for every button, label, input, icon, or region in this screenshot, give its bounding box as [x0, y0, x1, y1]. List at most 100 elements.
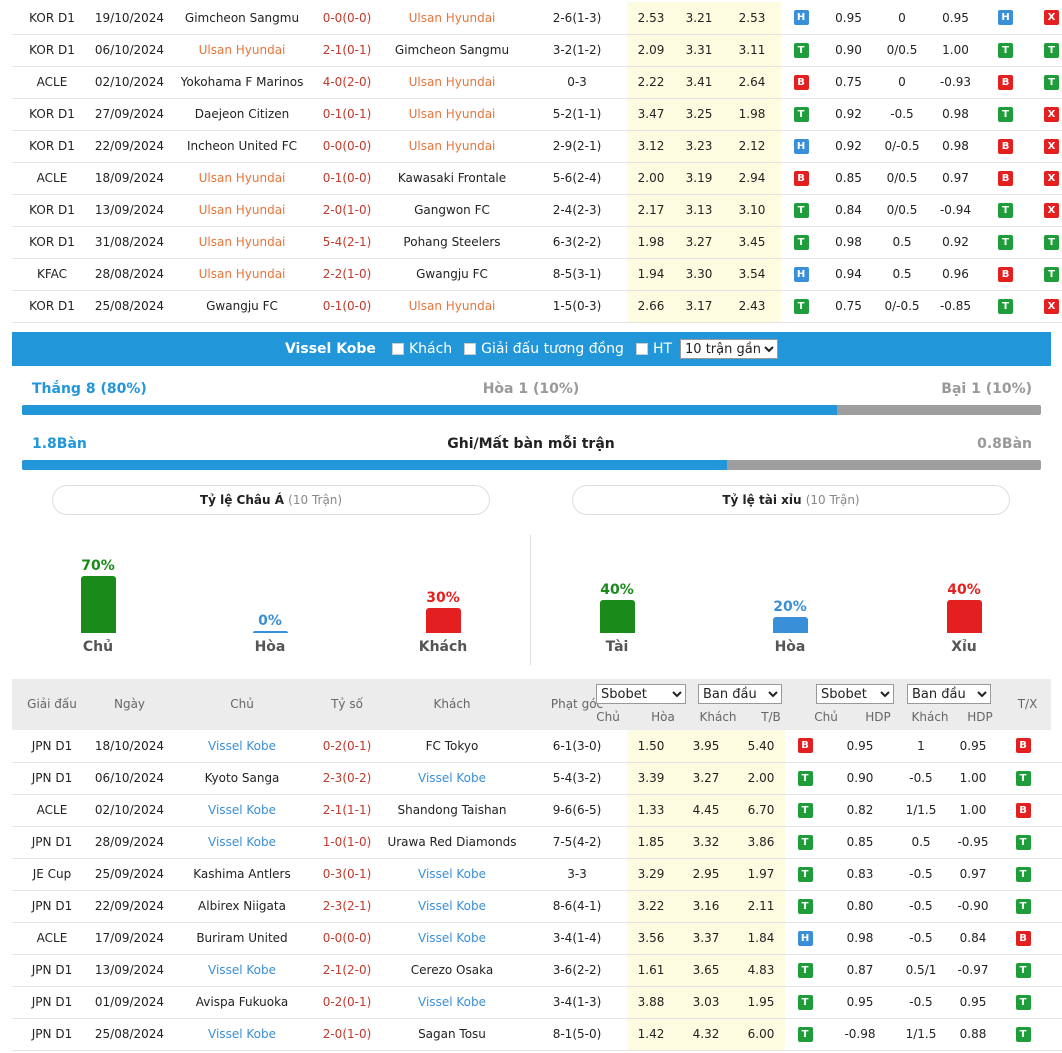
- hdp-home: 0.75: [821, 290, 876, 323]
- odds-away: 4.83: [737, 954, 785, 987]
- home-team[interactable]: Ulsan Hyundai: [167, 258, 317, 291]
- away-team[interactable]: Ulsan Hyundai: [377, 98, 527, 131]
- away-team[interactable]: Gangwon FC: [377, 194, 527, 227]
- ht-checkbox[interactable]: [635, 343, 648, 355]
- home-team[interactable]: Ulsan Hyundai: [167, 34, 317, 67]
- hdp-home: 0.83: [825, 858, 895, 891]
- home-team[interactable]: Ulsan Hyundai: [167, 194, 317, 227]
- away-team[interactable]: Vissel Kobe: [377, 762, 527, 795]
- home-team[interactable]: Incheon United FC: [167, 130, 317, 163]
- away-checkbox[interactable]: [391, 343, 404, 355]
- home-team[interactable]: Vissel Kobe: [167, 954, 317, 987]
- match-count-select[interactable]: 10 trận gần: [680, 339, 779, 359]
- hdp-home: 0.85: [821, 162, 876, 195]
- ou-badge-cell: X: [1047, 1018, 1062, 1051]
- match-date: 31/08/2024: [92, 226, 167, 259]
- away-team[interactable]: Vissel Kobe: [377, 858, 527, 891]
- match-date: 01/09/2024: [92, 986, 167, 1019]
- hdp-away: 0.84: [947, 922, 999, 955]
- hdp-home: 0.98: [821, 226, 876, 259]
- home-team[interactable]: Ulsan Hyundai: [167, 226, 317, 259]
- away-team[interactable]: Gwangju FC: [377, 258, 527, 291]
- away-team[interactable]: Gimcheon Sangmu: [377, 34, 527, 67]
- hdp-badge: B: [1015, 802, 1031, 818]
- home-team[interactable]: Gwangju FC: [167, 290, 317, 323]
- away-team[interactable]: Ulsan Hyundai: [377, 130, 527, 163]
- match-row: JPN D1 28/09/2024 Vissel Kobe 1-0(1-0) Urawa…: [12, 826, 1062, 859]
- home-team[interactable]: Vissel Kobe: [167, 794, 317, 827]
- hdp-home: 0.92: [821, 98, 876, 131]
- corner-score: 1-5(0-3): [527, 290, 627, 323]
- away-team[interactable]: FC Tokyo: [377, 730, 527, 763]
- win-summary: Thắng 8 (80%): [32, 381, 147, 397]
- away-team[interactable]: Vissel Kobe: [377, 890, 527, 923]
- away-team[interactable]: Vissel Kobe: [377, 986, 527, 1019]
- home-team[interactable]: Gimcheon Sangmu: [167, 2, 317, 35]
- match-score: 2-3(0-2): [317, 762, 377, 795]
- away-team[interactable]: Shandong Taishan: [377, 794, 527, 827]
- corner-score: 2-6(1-3): [527, 2, 627, 35]
- asian-label: Khách: [418, 638, 468, 655]
- corner-score: 2-4(2-3): [527, 194, 627, 227]
- ou-badge: X: [1044, 298, 1059, 314]
- home-team[interactable]: Albirex Niigata: [167, 890, 317, 923]
- result-badge: B: [793, 74, 809, 90]
- corner-score: 3-3: [527, 858, 627, 891]
- hdp-home: 0.95: [821, 2, 876, 35]
- asian-bar: [252, 631, 288, 633]
- home-team[interactable]: Vissel Kobe: [167, 1018, 317, 1051]
- odds-type-select-hdp[interactable]: Ban đầu: [907, 684, 991, 704]
- result-badge: T: [793, 106, 809, 122]
- bookmaker-select-1x2[interactable]: Sbobet: [596, 684, 686, 704]
- home-team[interactable]: Ulsan Hyundai: [167, 162, 317, 195]
- corner-score: 3-2(1-2): [527, 34, 627, 67]
- odds-away: 3.10: [723, 194, 781, 227]
- odds-away: 1.84: [737, 922, 785, 955]
- hdp-home: 0.95: [825, 730, 895, 763]
- ou-badge: T: [1044, 42, 1059, 58]
- match-score: 2-3(2-1): [317, 890, 377, 923]
- away-team[interactable]: Sagan Tosu: [377, 1018, 527, 1051]
- away-team[interactable]: Ulsan Hyundai: [377, 290, 527, 323]
- away-team[interactable]: Kawasaki Frontale: [377, 162, 527, 195]
- match-row: KOR D1 13/09/2024 Ulsan Hyundai 2-0(1-0) Gan…: [12, 194, 1062, 227]
- match-score: 0-2(0-1): [317, 986, 377, 1019]
- result-badge: T: [793, 42, 809, 58]
- same-league-checkbox[interactable]: [464, 343, 477, 355]
- odds-home: 3.39: [627, 762, 675, 795]
- away-team[interactable]: Ulsan Hyundai: [377, 2, 527, 35]
- asian-bar: [425, 608, 461, 633]
- home-team[interactable]: Daejeon Citizen: [167, 98, 317, 131]
- away-team[interactable]: Pohang Steelers: [377, 226, 527, 259]
- home-team[interactable]: Avispa Fukuoka: [167, 986, 317, 1019]
- match-league: KOR D1: [12, 226, 92, 259]
- home-team[interactable]: Kashima Antlers: [167, 858, 317, 891]
- hdp-badge-cell: B: [983, 162, 1028, 195]
- home-team[interactable]: Vissel Kobe: [167, 730, 317, 763]
- corner-score: 8-6(4-1): [527, 890, 627, 923]
- match-date: 25/09/2024: [92, 858, 167, 891]
- match-score: 2-1(2-0): [317, 954, 377, 987]
- home-team[interactable]: Buriram United: [167, 922, 317, 955]
- hdp-away: 0.96: [928, 258, 983, 291]
- col-hdp-result: HDP: [967, 710, 993, 724]
- odds-draw: 2.95: [675, 858, 737, 891]
- ou-badge-cell: T: [1028, 226, 1062, 259]
- match-score: 5-4(2-1): [317, 226, 377, 259]
- home-team[interactable]: Vissel Kobe: [167, 826, 317, 859]
- away-team[interactable]: Cerezo Osaka: [377, 954, 527, 987]
- odds-draw: 3.30: [675, 258, 723, 291]
- away-team[interactable]: Urawa Red Diamonds: [377, 826, 527, 859]
- hdp-badge: B: [998, 74, 1013, 90]
- away-team[interactable]: Ulsan Hyundai: [377, 66, 527, 99]
- home-team[interactable]: Yokohama F Marinos: [167, 66, 317, 99]
- bookmaker-select-hdp[interactable]: Sbobet: [816, 684, 894, 704]
- col-hdp-away: Khách: [911, 710, 949, 724]
- hdp-badge: B: [998, 266, 1013, 282]
- match-date: 22/09/2024: [92, 130, 167, 163]
- hdp-away: 1.00: [947, 762, 999, 795]
- odds-type-select-1x2[interactable]: Ban đầu: [698, 684, 782, 704]
- away-team[interactable]: Vissel Kobe: [377, 922, 527, 955]
- match-date: 02/10/2024: [92, 794, 167, 827]
- home-team[interactable]: Kyoto Sanga: [167, 762, 317, 795]
